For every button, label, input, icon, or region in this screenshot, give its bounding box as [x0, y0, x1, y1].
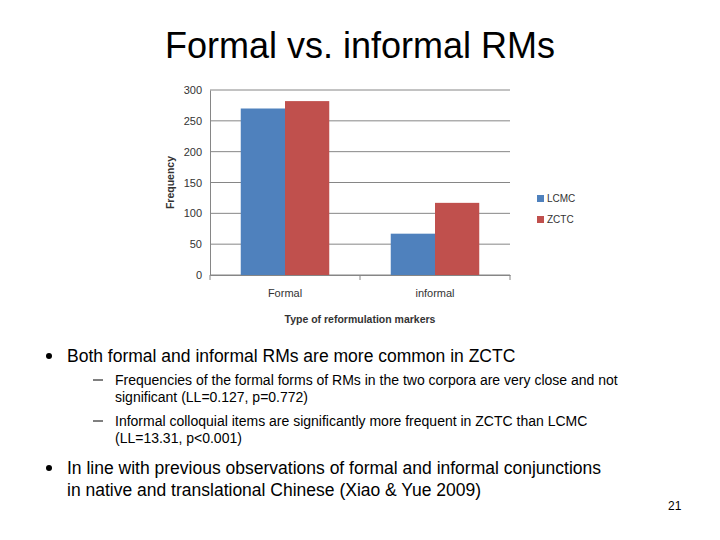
- y-tick-label: 0: [196, 269, 202, 281]
- slide-title: Formal vs. informal RMs: [165, 25, 555, 66]
- sub-bullet-text: Frequencies of the formal forms of RMs i…: [115, 372, 618, 388]
- x-separator: [510, 275, 511, 280]
- legend: LCMC ZCTC: [537, 193, 575, 225]
- y-tick: 150: [184, 177, 210, 189]
- y-tick: 250: [184, 115, 210, 127]
- y-tick-label: 150: [184, 177, 202, 189]
- bullet-dot: [46, 465, 52, 471]
- x-axis-title: Type of reformulation markers: [285, 313, 436, 325]
- bar: [241, 109, 285, 276]
- y-tick: 50: [190, 238, 210, 250]
- legend-label: ZCTC: [547, 214, 574, 225]
- sub-bullet-text: significant (LL=0.127, p=0.772): [115, 389, 308, 405]
- bar: [435, 203, 479, 275]
- y-tick-label: 250: [184, 115, 202, 127]
- sub-bullet-text: Informal colloquial items are significan…: [115, 413, 587, 429]
- y-tick: 100: [184, 207, 210, 219]
- x-separator: [360, 275, 361, 280]
- x-separator: [210, 275, 211, 280]
- sub-bullet-text: (LL=13.31, p<0.001): [115, 430, 242, 446]
- y-axis-line: [210, 91, 211, 276]
- page-number: 21: [668, 499, 682, 513]
- x-tick-label: Formal: [268, 287, 302, 299]
- bar: [391, 234, 435, 275]
- y-tick: 200: [184, 146, 210, 158]
- x-tick: informal: [415, 275, 454, 299]
- bar: [285, 101, 329, 275]
- x-axis: Formal informal: [211, 275, 511, 299]
- legend-swatch: [537, 195, 544, 202]
- sub-bullet-dash: [93, 421, 103, 422]
- grid-line: [210, 90, 510, 91]
- y-tick: 300: [184, 84, 210, 96]
- chart: 0 50 100 150 200 250 300 Formal informal Type of …: [164, 84, 575, 325]
- y-axis: 0 50 100 150 200 250 300: [184, 84, 211, 281]
- x-tick: Formal: [268, 275, 302, 299]
- x-tick-label: informal: [415, 287, 454, 299]
- sub-bullet-dash: [93, 380, 103, 381]
- bullets: Both formal and informal RMs are more co…: [46, 346, 618, 500]
- y-tick-label: 300: [184, 84, 202, 96]
- legend-swatch: [537, 216, 544, 223]
- y-tick-label: 100: [184, 207, 202, 219]
- grid: [210, 90, 510, 275]
- bullet-dot: [46, 353, 52, 359]
- bars: [241, 101, 480, 275]
- y-tick-label: 50: [190, 238, 202, 250]
- bullet-text: In line with previous observations of fo…: [67, 458, 601, 478]
- y-axis-title: Frequency: [164, 156, 176, 209]
- y-tick: 0: [196, 269, 210, 281]
- bullet-text: in native and translational Chinese (Xia…: [67, 480, 481, 500]
- slide: Formal vs. informal RMs 0 50 100 150 200 250 30…: [0, 0, 720, 540]
- legend-item: LCMC: [537, 193, 575, 204]
- y-tick-label: 200: [184, 146, 202, 158]
- bullet-text: Both formal and informal RMs are more co…: [67, 346, 515, 366]
- legend-label: LCMC: [547, 193, 575, 204]
- legend-item: ZCTC: [537, 214, 574, 225]
